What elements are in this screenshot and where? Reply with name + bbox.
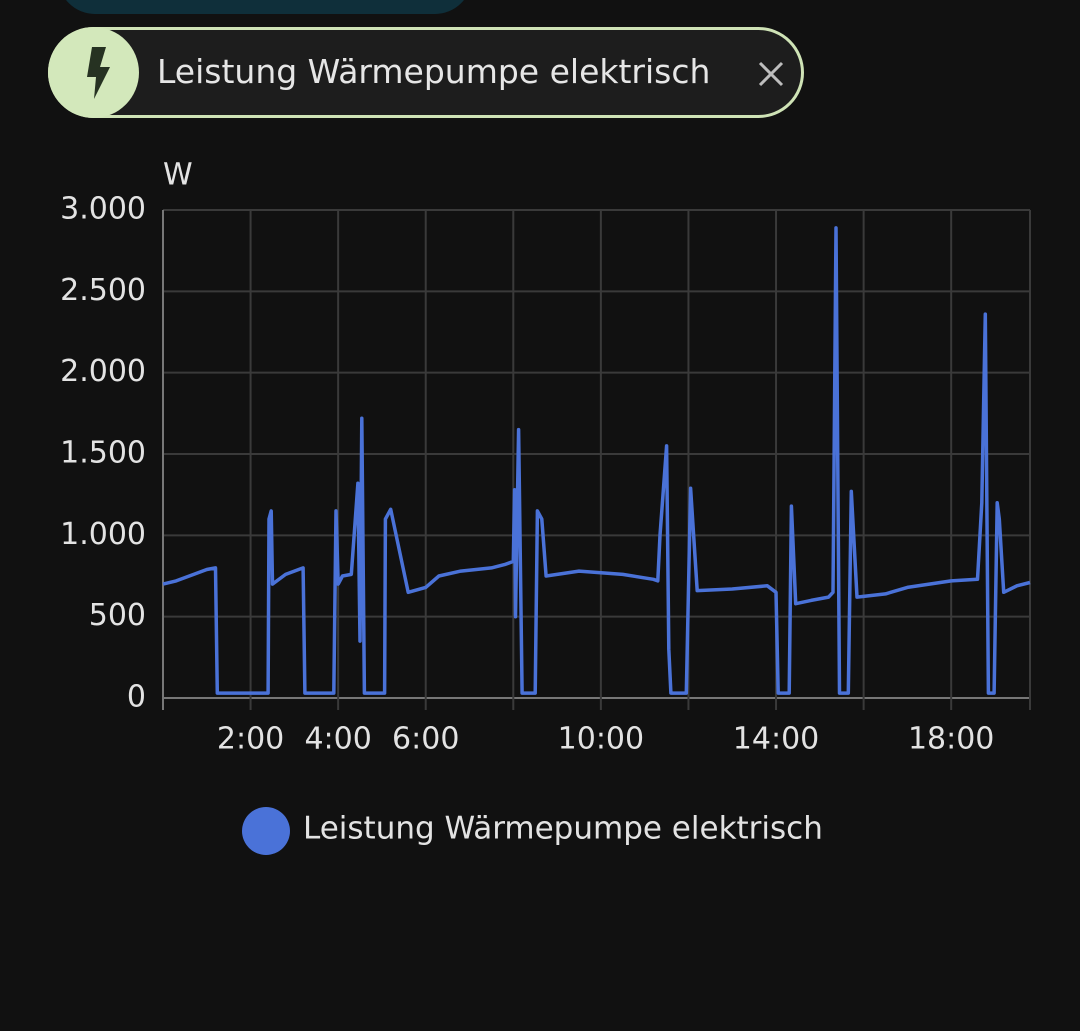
y-tick-label: 1.500 <box>60 436 146 471</box>
flash-icon <box>87 47 110 99</box>
chip-icon <box>48 27 139 118</box>
x-tick-label: 2:00 <box>217 722 284 757</box>
chart: W 0 500 1.000 1.500 2.000 2.500 3.000 2:00 4:00 6… <box>60 158 1031 855</box>
y-tick-label: 3.000 <box>60 192 146 227</box>
top-card <box>58 0 472 14</box>
x-tick-label: 10:00 <box>558 722 644 757</box>
x-tick-label: 6:00 <box>392 722 459 757</box>
chip-label: Leistung Wärmepumpe elektrisch <box>157 52 711 91</box>
filter-chip[interactable]: Leistung Wärmepumpe elektrisch <box>48 27 804 118</box>
x-tick-label: 14:00 <box>733 722 819 757</box>
x-tick-label: 18:00 <box>908 722 994 757</box>
y-axis-unit: W <box>163 158 193 193</box>
y-tick-label: 500 <box>89 598 146 633</box>
screen: Leistung Wärmepumpe elektrisch W 0 500 1.0… <box>48 0 1031 855</box>
y-tick-label: 2.000 <box>60 354 146 389</box>
legend-label: Leistung Wärmepumpe elektrisch <box>303 811 823 847</box>
data-line <box>162 226 1031 695</box>
legend-swatch <box>242 807 290 855</box>
y-tick-label: 2.500 <box>60 273 146 308</box>
x-tick-label: 4:00 <box>304 722 371 757</box>
chip-close[interactable] <box>755 58 787 90</box>
y-tick-label: 1.000 <box>60 517 146 552</box>
y-tick-label: 0 <box>127 680 146 715</box>
